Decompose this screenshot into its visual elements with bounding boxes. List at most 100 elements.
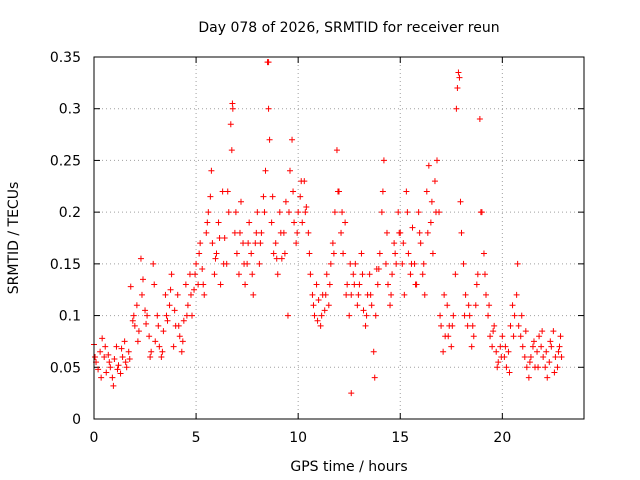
data-point [270, 250, 277, 257]
data-point [197, 240, 204, 247]
data-point [382, 260, 389, 267]
data-point [371, 374, 378, 381]
data-point [229, 100, 236, 107]
data-point [552, 353, 559, 360]
data-point [95, 366, 102, 373]
data-point [159, 348, 166, 355]
data-point [455, 69, 462, 76]
data-point [453, 105, 460, 112]
data-point [347, 260, 354, 267]
data-point [448, 343, 455, 350]
data-point [497, 343, 504, 350]
data-point [548, 343, 555, 350]
data-point [97, 348, 104, 355]
data-point [256, 260, 263, 267]
data-point [219, 188, 226, 195]
data-point [143, 320, 150, 327]
x-tick-label: 10 [289, 430, 307, 446]
data-point [359, 271, 366, 278]
data-point [211, 271, 218, 278]
data-point [252, 240, 259, 247]
data-point [333, 147, 340, 154]
data-point [121, 338, 128, 345]
data-point [506, 369, 513, 376]
data-point [277, 229, 284, 236]
y-tick-label: 0.35 [50, 50, 81, 66]
data-point [399, 260, 406, 267]
data-point [321, 307, 328, 314]
data-point [131, 322, 138, 329]
data-point [99, 335, 106, 342]
data-point [291, 219, 298, 226]
data-point [150, 260, 157, 267]
data-point [216, 235, 223, 241]
data-point [92, 353, 99, 360]
data-point [148, 348, 155, 355]
data-point [199, 266, 206, 273]
data-point [503, 364, 510, 371]
data-point [550, 328, 557, 335]
data-point [558, 353, 565, 360]
data-point [473, 281, 480, 288]
data-point [257, 240, 264, 247]
data-point [138, 291, 145, 298]
data-point [326, 281, 333, 288]
data-point [348, 291, 355, 298]
data-point [269, 193, 276, 200]
data-point [220, 260, 227, 267]
data-point [519, 343, 526, 350]
data-point [313, 281, 320, 288]
data-point [272, 240, 279, 247]
data-point [303, 203, 310, 210]
data-point [171, 307, 178, 314]
data-point [522, 328, 529, 335]
data-point [530, 338, 537, 345]
data-point [196, 250, 203, 257]
data-point [297, 193, 304, 200]
data-point [370, 348, 377, 355]
data-point [354, 302, 361, 309]
data-point [101, 353, 108, 360]
data-point [458, 229, 465, 236]
data-point [356, 281, 363, 288]
x-tick-label: 15 [391, 430, 409, 446]
data-point [518, 312, 525, 319]
data-point [343, 291, 350, 298]
data-point [195, 281, 202, 288]
data-point [209, 240, 216, 247]
data-point [175, 322, 182, 329]
data-point [362, 322, 369, 329]
data-point [493, 348, 500, 355]
data-point [547, 338, 554, 345]
x-axis-label: GPS time / hours [290, 459, 407, 475]
data-point [457, 198, 464, 205]
data-point [513, 291, 520, 298]
data-point [350, 271, 357, 278]
data-point [287, 167, 293, 174]
x-tick-label: 5 [192, 430, 201, 446]
data-point [425, 162, 432, 169]
data-point [351, 281, 358, 288]
data-point [310, 302, 317, 309]
data-point [266, 136, 273, 143]
data-point [117, 370, 124, 377]
data-point [105, 351, 112, 358]
data-point [464, 322, 471, 329]
data-point [302, 209, 309, 216]
y-axis-tick-labels: 0 0.05 0.1 0.15 0.2 0.25 0.3 0.35 [50, 50, 81, 428]
data-point [142, 307, 149, 314]
data-point [395, 209, 402, 216]
data-point [539, 328, 546, 335]
data-point [119, 353, 126, 360]
data-point [555, 348, 562, 355]
data-point [146, 333, 153, 340]
data-point [306, 250, 313, 257]
data-point [521, 353, 528, 360]
data-point [403, 188, 410, 195]
data-point [348, 390, 355, 397]
data-point [176, 333, 183, 340]
data-point [299, 219, 306, 226]
data-point [235, 271, 242, 278]
data-point [540, 353, 547, 360]
y-tick-label: 0.15 [50, 257, 81, 273]
